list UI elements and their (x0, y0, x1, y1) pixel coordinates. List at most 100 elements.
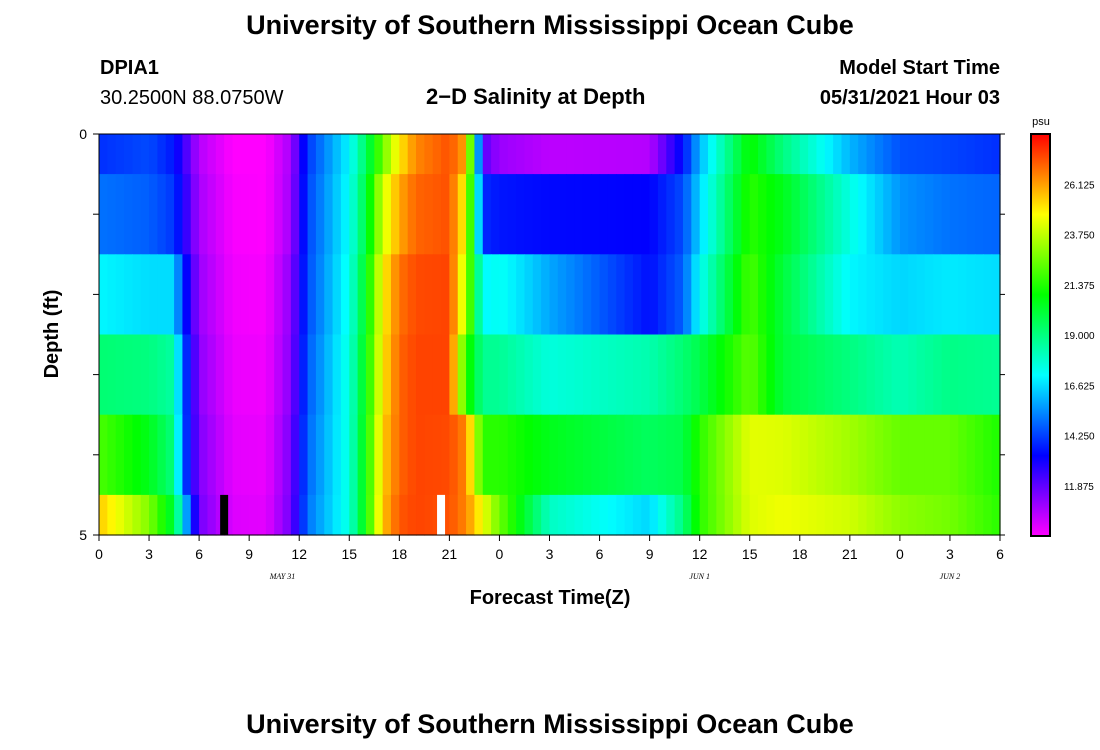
white-marker (437, 494, 446, 535)
heatmap-cell (991, 254, 1001, 336)
heatmap-cell (399, 414, 409, 496)
heatmap-cell (115, 414, 125, 496)
heatmap-cell (983, 494, 993, 536)
heatmap-cell (474, 134, 484, 175)
heatmap-cell (482, 174, 492, 255)
heatmap-cell (541, 414, 551, 496)
heatmap-cell (632, 414, 642, 496)
heatmap-cell (891, 494, 901, 536)
heatmap-cell (666, 334, 676, 416)
heatmap-cell (824, 334, 834, 416)
heatmap-cell (257, 174, 267, 255)
x-tick-label: 21 (842, 546, 858, 562)
heatmap-cell (749, 134, 759, 175)
heatmap-cell (441, 414, 450, 496)
heatmap-cell (232, 494, 242, 536)
x-tick-label: 9 (245, 546, 253, 562)
model-start-label: Model Start Time (839, 57, 1000, 79)
heatmap-cell (899, 334, 909, 416)
heatmap-cell (382, 334, 392, 416)
heatmap-cell (599, 254, 609, 336)
heatmap-cell (140, 134, 150, 175)
heatmap-cell (883, 414, 893, 496)
heatmap-cell (424, 254, 434, 336)
x-axis-ticks: 0 3 6 9 12 15 18 21 0 3 6 9 12 15 18 21 0 3 6 MAY 31 JUN 1 JU… (95, 535, 1004, 581)
heatmap-cell (507, 174, 517, 255)
heatmap-cell (124, 254, 133, 336)
heatmap-cell (365, 414, 375, 496)
heatmap-cell (199, 414, 209, 496)
heatmap-cell (349, 134, 359, 175)
heatmap-cell (324, 414, 334, 496)
heatmap-cell (557, 494, 567, 536)
heatmap-cell (791, 174, 801, 255)
heatmap-cell (424, 334, 434, 416)
heatmap-cell (416, 134, 425, 175)
heatmap-cell (482, 334, 492, 416)
heatmap-cell (265, 254, 275, 336)
heatmap-cell (491, 494, 501, 536)
heatmap-cell (140, 254, 150, 336)
heatmap-cell (107, 494, 117, 536)
heatmap-cell (899, 494, 909, 536)
heatmap-cell (849, 254, 859, 336)
heatmap-cell (107, 334, 117, 416)
heatmap-cell (557, 254, 567, 336)
heatmap-cell (240, 254, 250, 336)
heatmap-cell (407, 334, 417, 416)
heatmap-cell (624, 254, 634, 336)
heatmap-cell (282, 334, 292, 416)
heatmap-cell (557, 174, 567, 255)
heatmap-cell (324, 254, 334, 336)
heatmap-cell (991, 494, 1001, 536)
colorbar-tick-label: 21.375 (1064, 281, 1095, 292)
heatmap-cell (666, 494, 676, 536)
date-label: MAY 31 (269, 572, 296, 581)
heatmap-cell (482, 414, 492, 496)
heatmap-cell (482, 254, 492, 336)
heatmap-cell (99, 134, 108, 175)
x-tick-label: 9 (646, 546, 654, 562)
heatmap-cell (99, 254, 108, 336)
heatmap-cell (574, 174, 584, 255)
heatmap-cell (324, 174, 334, 255)
heatmap-cell (365, 334, 375, 416)
heatmap-cell (374, 254, 384, 336)
heatmap-cell (549, 414, 559, 496)
heatmap-cell (315, 334, 325, 416)
colorbar-tick-label: 16.625 (1064, 381, 1095, 392)
heatmap-cell (591, 334, 601, 416)
heatmap-cell (833, 494, 843, 536)
heatmap-cell (808, 134, 818, 175)
heatmap-cell (966, 174, 976, 255)
heatmap-cell (891, 414, 901, 496)
heatmap-cell (499, 494, 509, 536)
heatmap-cell (891, 174, 901, 255)
heatmap-cell (549, 494, 559, 536)
heatmap-cell (741, 414, 751, 496)
heatmap-cell (582, 134, 592, 175)
heatmap-cell (799, 174, 809, 255)
heatmap-cell (858, 334, 868, 416)
heatmap-cell (783, 134, 793, 175)
heatmap-cell (424, 414, 434, 496)
heatmap-cell (733, 494, 742, 536)
heatmap-cell (991, 414, 1001, 496)
heatmap-cell (624, 134, 634, 175)
heatmap-cell (507, 414, 517, 496)
heatmap-cell (532, 174, 542, 255)
heatmap-cell (783, 254, 793, 336)
heatmap-cell (491, 254, 501, 336)
heatmap-cell (215, 334, 225, 416)
heatmap-cell (949, 174, 959, 255)
heatmap-cell (524, 134, 534, 175)
heatmap-cell (849, 414, 859, 496)
heatmap-cell (974, 174, 984, 255)
heatmap-cell (958, 174, 968, 255)
heatmap-cell (249, 174, 259, 255)
heatmap-cell (916, 494, 926, 536)
heatmap-cell (582, 254, 592, 336)
heatmap-cell (107, 254, 117, 336)
heatmap-cell (933, 494, 943, 536)
heatmap-cell (949, 134, 959, 175)
